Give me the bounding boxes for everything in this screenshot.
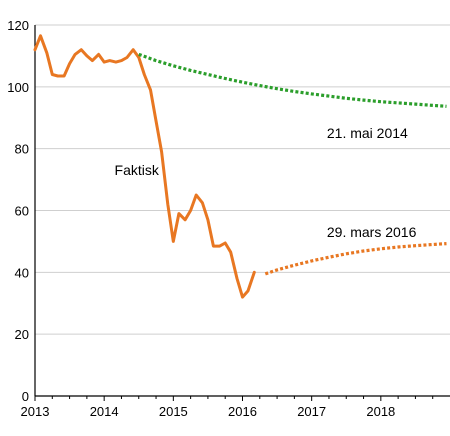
annotation-label: Faktisk <box>115 162 160 178</box>
y-tick-label: 120 <box>7 18 29 33</box>
y-tick-label: 40 <box>15 265 29 280</box>
y-tick-label: 100 <box>7 80 29 95</box>
axes <box>34 25 450 401</box>
y-tick-label: 60 <box>15 204 29 219</box>
series-line-forecast-1 <box>138 52 447 108</box>
series-line-actual <box>33 34 256 299</box>
y-tick-label: 0 <box>22 389 29 404</box>
x-tick-label: 2015 <box>159 404 188 419</box>
annotation-label: 21. mai 2014 <box>327 125 408 141</box>
series-line-forecast-2 <box>264 242 447 276</box>
y-tick-label: 80 <box>15 142 29 157</box>
x-tick-label: 2018 <box>366 404 395 419</box>
x-tick-label: 2016 <box>228 404 257 419</box>
tick-labels: 0 20 40 60 80 100 120 2013 2014 2015 2016 2017 2018 <box>7 18 395 419</box>
y-tick-label: 20 <box>15 327 29 342</box>
annotation-label: 29. mars 2016 <box>327 224 417 240</box>
grid-lines <box>35 24 450 335</box>
x-tick-label: 2017 <box>297 404 326 419</box>
annotations: Faktisk 21. mai 2014 29. mars 2016 <box>115 125 417 240</box>
x-tick-label: 2013 <box>21 404 50 419</box>
x-tick-label: 2014 <box>90 404 119 419</box>
series-group <box>33 34 447 299</box>
